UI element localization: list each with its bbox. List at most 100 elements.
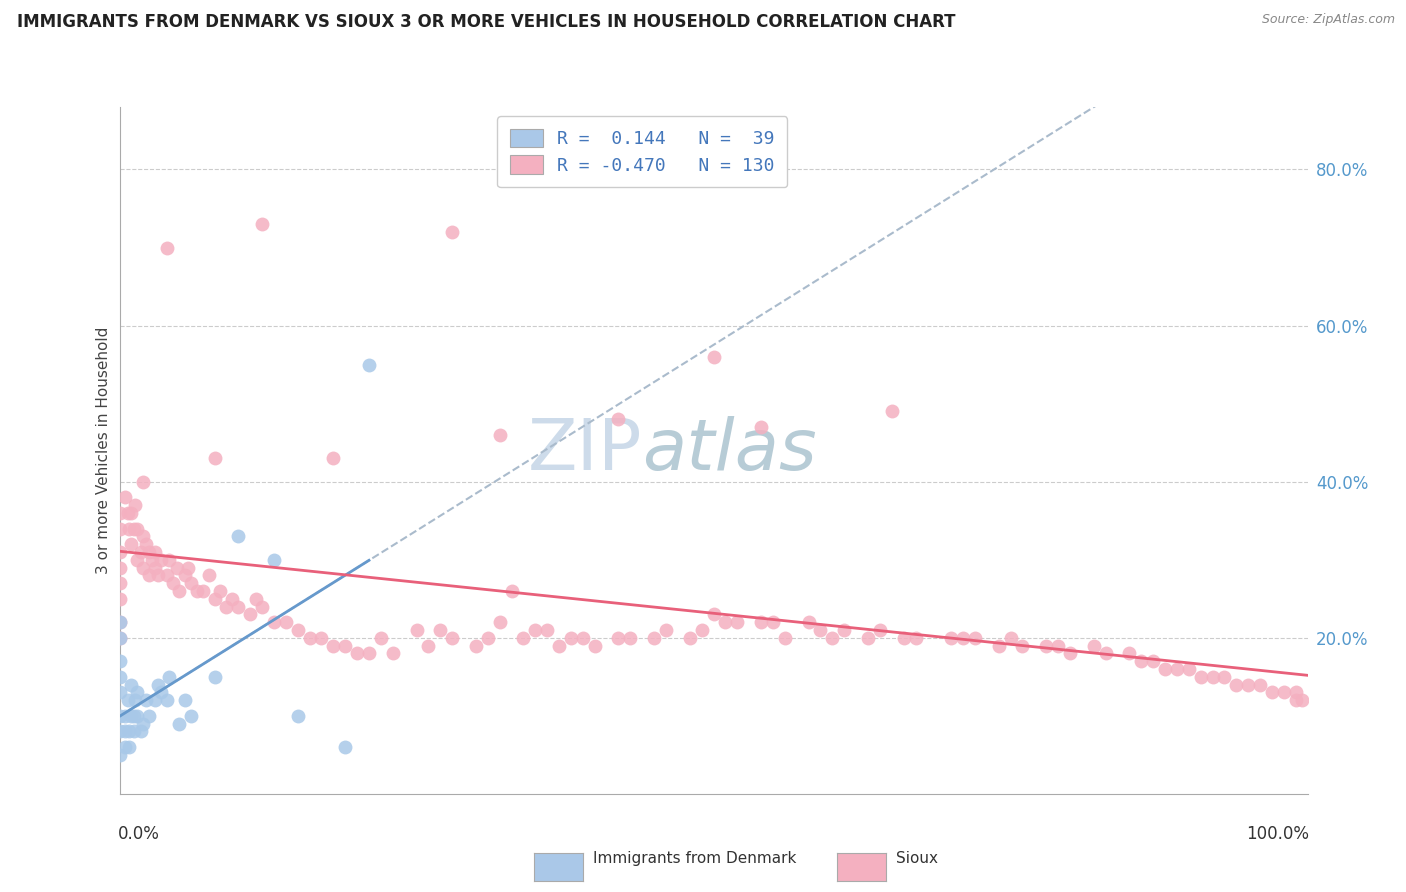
Point [1142, 654, 1164, 668]
Point [156, 240, 179, 255]
Point [150, 552, 173, 567]
Point [108, 685, 131, 699]
Point [1213, 670, 1236, 684]
Point [274, 615, 297, 630]
Point [197, 568, 219, 582]
Point [1166, 662, 1188, 676]
Point [124, 693, 146, 707]
Point [679, 631, 702, 645]
Point [287, 708, 309, 723]
Text: Source: ZipAtlas.com: Source: ZipAtlas.com [1261, 13, 1395, 27]
Point [108, 560, 131, 574]
Point [714, 615, 737, 630]
Point [180, 708, 202, 723]
Point [263, 552, 285, 567]
Point [138, 568, 160, 582]
Point [191, 583, 214, 598]
Text: IMMIGRANTS FROM DENMARK VS SIOUX 3 OR MORE VEHICLES IN HOUSEHOLD CORRELATION CHA: IMMIGRANTS FROM DENMARK VS SIOUX 3 OR MO… [17, 13, 955, 31]
Point [512, 631, 534, 645]
Point [228, 599, 250, 614]
Point [524, 623, 547, 637]
Point [322, 451, 344, 466]
Point [1000, 631, 1022, 645]
Point [108, 615, 131, 630]
Point [762, 615, 785, 630]
Point [1272, 685, 1295, 699]
Point [129, 545, 152, 559]
Point [150, 685, 173, 699]
Point [904, 631, 927, 645]
Point [127, 552, 149, 567]
Point [228, 529, 250, 543]
Point [141, 552, 163, 567]
Point [1178, 662, 1201, 676]
Point [702, 350, 725, 364]
Point [167, 583, 190, 598]
Point [108, 670, 131, 684]
Point [619, 631, 641, 645]
Point [117, 693, 139, 707]
Point [607, 631, 630, 645]
Point [749, 615, 772, 630]
Point [108, 521, 131, 535]
Point [1094, 646, 1116, 660]
Point [1118, 646, 1140, 660]
Point [488, 615, 510, 630]
Point [405, 623, 427, 637]
Point [1285, 693, 1308, 707]
Point [162, 576, 184, 591]
Point [335, 639, 357, 653]
Legend: R =  0.144   N =  39, R = -0.470   N = 130: R = 0.144 N = 39, R = -0.470 N = 130 [498, 116, 787, 187]
Point [797, 615, 820, 630]
Text: Immigrants from Denmark: Immigrants from Denmark [593, 852, 797, 866]
Point [157, 670, 180, 684]
Point [108, 591, 131, 606]
Point [146, 568, 169, 582]
Point [1154, 662, 1177, 676]
Y-axis label: 3 or more Vehicles in Household: 3 or more Vehicles in Household [96, 326, 111, 574]
Point [1130, 654, 1153, 668]
Point [1059, 646, 1081, 660]
Point [821, 631, 844, 645]
Point [108, 576, 131, 591]
Point [215, 599, 238, 614]
Point [122, 724, 145, 739]
Point [357, 358, 380, 372]
Point [1291, 693, 1313, 707]
Point [441, 631, 464, 645]
Point [939, 631, 962, 645]
Point [1083, 639, 1105, 653]
Point [869, 623, 891, 637]
Point [135, 693, 157, 707]
Point [108, 506, 131, 520]
Point [143, 693, 166, 707]
Point [108, 724, 131, 739]
Point [245, 591, 267, 606]
Point [250, 217, 273, 231]
Point [429, 623, 451, 637]
Point [132, 475, 155, 489]
Point [138, 708, 160, 723]
Point [322, 639, 344, 653]
Point [501, 583, 523, 598]
Point [167, 716, 190, 731]
Point [418, 639, 440, 653]
Point [135, 537, 157, 551]
Point [173, 693, 195, 707]
Point [114, 490, 136, 504]
Point [311, 631, 333, 645]
Point [690, 623, 713, 637]
Point [166, 560, 188, 574]
Text: Sioux: Sioux [896, 852, 938, 866]
Point [118, 724, 141, 739]
Point [655, 623, 678, 637]
Point [157, 552, 180, 567]
Point [156, 568, 179, 582]
Point [702, 607, 725, 622]
Text: atlas: atlas [643, 416, 817, 485]
Point [548, 639, 571, 653]
Point [108, 631, 131, 645]
Point [118, 521, 141, 535]
Point [773, 631, 796, 645]
Point [477, 631, 499, 645]
